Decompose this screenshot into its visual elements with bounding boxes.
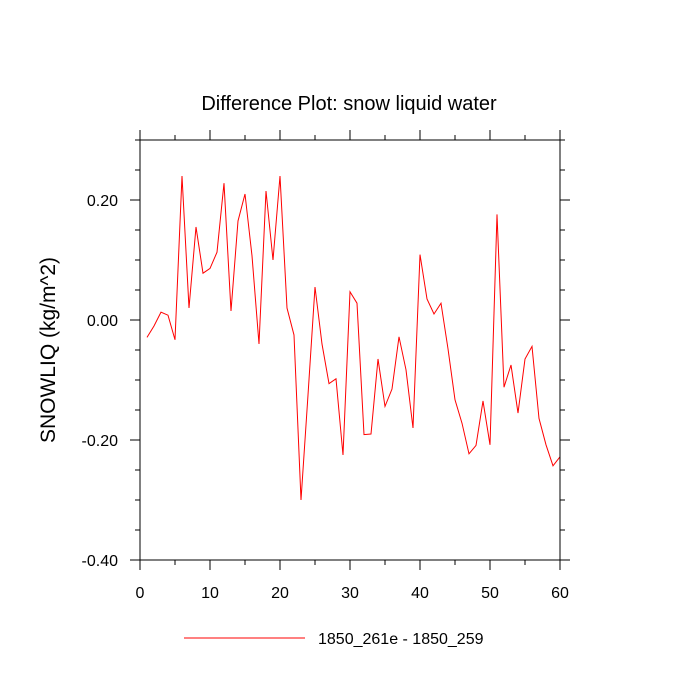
chart-title: Difference Plot: snow liquid water [201, 93, 497, 115]
y-tick-label: 0.20 [87, 193, 118, 210]
y-axis-label: SNOWLIQ (kg/m^2) [37, 257, 60, 443]
x-tick-label: 50 [481, 585, 499, 602]
series-line [146, 175, 561, 501]
series-layer [146, 175, 561, 501]
x-tick-label: 0 [136, 585, 145, 602]
x-tick-label: 60 [551, 585, 569, 602]
y-tick-label: -0.20 [82, 433, 119, 450]
legend-label: 1850_261e - 1850_259 [318, 631, 484, 648]
y-tick-label: -0.40 [82, 553, 119, 570]
y-tick-label: 0.00 [87, 313, 118, 330]
x-tick-label: 30 [341, 585, 359, 602]
axis-ticks [130, 130, 570, 570]
x-tick-label: 40 [411, 585, 429, 602]
plot-frame [139, 139, 561, 561]
x-tick-label: 10 [201, 585, 219, 602]
tick-labels: 0 10 20 30 40 50 60 -0.40 -0.20 0.00 0.20 [82, 193, 569, 602]
legend: 1850_261e - 1850_259 [184, 631, 484, 648]
x-tick-label: 20 [271, 585, 289, 602]
